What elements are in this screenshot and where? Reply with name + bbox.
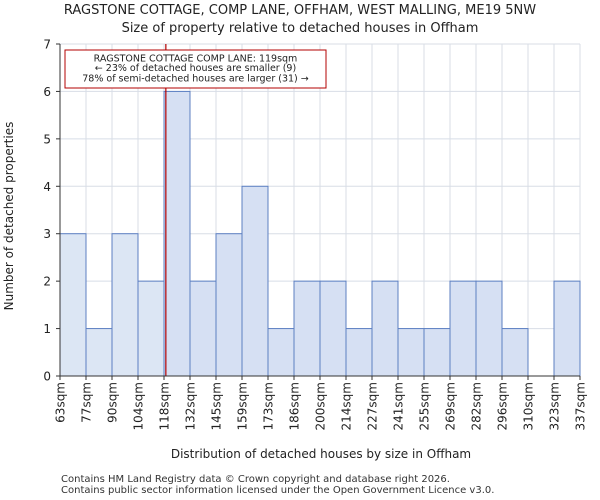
bar-118sqm — [163, 90, 191, 377]
chart-subtitle: Size of property relative to detached ho… — [121, 21, 479, 36]
x-tick-label: 255sqm — [418, 382, 432, 430]
annotation-box: RAGSTONE COTTAGE COMP LANE: 119sqm ← 23%… — [64, 49, 327, 89]
x-tick-label: 310sqm — [522, 382, 536, 430]
x-tick-label: 118sqm — [158, 382, 172, 430]
footer-line2: Contains public sector information licen… — [61, 485, 495, 496]
bar-77sqm — [85, 328, 113, 377]
bar-104sqm — [137, 280, 165, 377]
y-tick-label: 4 — [43, 180, 51, 194]
bar-159sqm — [241, 185, 269, 377]
bar-200sqm — [319, 280, 347, 377]
x-tick-label: 282sqm — [470, 382, 484, 430]
x-axis-label: Distribution of detached houses by size … — [171, 447, 471, 461]
annotation-line2: ← 23% of detached houses are smaller (9) — [95, 63, 296, 74]
y-tick-label: 7 — [43, 38, 51, 52]
x-tick-label: 323sqm — [548, 382, 562, 430]
x-tick-labels: 63sqm 77sqm 90sqm 104sqm 118sqm 132sqm 145sqm 1… — [54, 376, 588, 430]
x-tick-label: 145sqm — [210, 382, 224, 430]
chart-title: RAGSTONE COTTAGE, COMP LANE, OFFHAM, WES… — [63, 3, 537, 18]
footer-line1: Contains HM Land Registry data © Crown c… — [61, 474, 450, 485]
y-tick-labels: 0 1 2 3 4 5 6 7 — [43, 38, 60, 384]
bar-90sqm — [111, 233, 139, 377]
x-tick-label: 186sqm — [288, 382, 302, 430]
y-tick-label: 0 — [43, 370, 51, 384]
x-tick-label: 104sqm — [132, 382, 146, 430]
x-tick-label: 241sqm — [392, 382, 406, 430]
x-tick-label: 200sqm — [314, 382, 328, 430]
annotation-border — [64, 49, 327, 89]
x-tick-label: 214sqm — [340, 382, 354, 430]
x-tick-label: 337sqm — [574, 382, 588, 430]
bar-269sqm — [449, 280, 477, 377]
x-tick-label: 269sqm — [444, 382, 458, 430]
y-tick-label: 6 — [43, 85, 51, 99]
bar-323sqm — [553, 280, 581, 377]
bar-296sqm — [501, 328, 529, 377]
x-tick-label: 296sqm — [496, 382, 510, 430]
bar-255sqm — [423, 328, 451, 377]
annotation-line1: RAGSTONE COTTAGE COMP LANE: 119sqm — [94, 54, 298, 65]
x-tick-label: 77sqm — [80, 382, 94, 423]
bar-145sqm — [215, 233, 243, 377]
bar-132sqm — [189, 280, 217, 377]
x-tick-label: 63sqm — [54, 382, 68, 423]
y-tick-label: 5 — [43, 132, 51, 146]
x-tick-label: 132sqm — [184, 382, 198, 430]
bar-214sqm — [345, 328, 373, 377]
bar-227sqm — [371, 280, 399, 377]
y-tick-label: 1 — [43, 322, 51, 336]
bar-63sqm — [59, 233, 87, 377]
bar-282sqm — [475, 280, 503, 377]
bars — [59, 90, 581, 377]
bar-173sqm — [267, 328, 295, 377]
x-tick-label: 173sqm — [262, 382, 276, 430]
y-tick-label: 3 — [43, 227, 51, 241]
x-tick-label: 227sqm — [366, 382, 380, 430]
bar-241sqm — [397, 328, 425, 377]
y-tick-label: 2 — [43, 275, 51, 289]
x-tick-label: 90sqm — [106, 382, 120, 423]
bar-186sqm — [293, 280, 321, 377]
x-tick-label: 159sqm — [236, 382, 250, 430]
y-axis-label: Number of detached properties — [2, 122, 16, 311]
annotation-line3: 78% of semi-detached houses are larger (… — [82, 74, 309, 85]
